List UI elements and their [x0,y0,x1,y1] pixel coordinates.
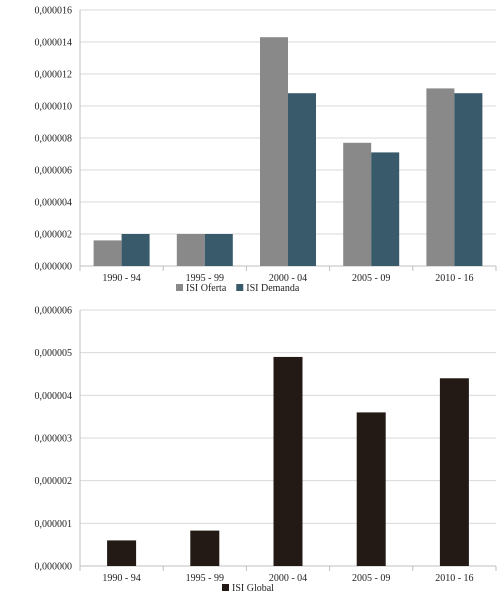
bar-isi-demanda [454,93,483,266]
y-tick-label: 0,000012 [35,70,73,81]
y-tick-label: 0,000003 [35,434,73,445]
y-tick-label: 0,000006 [35,166,73,177]
x-tick-label: 1995 - 99 [186,573,224,584]
legend-label: ISI Demanda [246,283,300,294]
legend-label: ISI Global [232,583,274,594]
bar-isi-demanda [371,152,400,266]
x-tick-label: 1990 - 94 [102,273,140,284]
x-tick-label: 2000 - 04 [269,273,307,284]
x-tick-label: 2005 - 09 [352,273,390,284]
y-tick-label: 0,000010 [35,102,73,113]
x-tick-label: 2010 - 16 [435,573,473,584]
y-tick-label: 0,000006 [35,306,73,317]
y-tick-label: 0,000004 [35,391,73,402]
bar-isi-global [439,378,469,566]
legend-swatch [222,584,229,591]
bar-isi-oferta [260,37,288,267]
chart-isi-oferta-demanda: 0,000000 0,000002 0,000004 0,000006 0,000008… [35,6,497,294]
y-tick-label: 0,000001 [35,519,73,530]
bar-isi-global [356,412,386,566]
bar-isi-global [273,356,303,566]
legend-label: ISI Oferta [186,283,227,294]
y-tick-label: 0,000005 [35,348,73,359]
y-tick-label: 0,000008 [35,134,73,145]
bar-isi-oferta [176,234,205,266]
y-tick-label: 0,000016 [35,6,73,17]
x-tick-label: 2005 - 09 [352,573,390,584]
x-tick-label: 1995 - 99 [186,273,224,284]
bar-isi-demanda [121,234,150,266]
bar-isi-global [190,530,220,566]
bar-isi-oferta [343,142,372,266]
y-tick-label: 0,000002 [35,230,73,241]
y-tick-label: 0,000014 [35,38,73,49]
chart-isi-global: 0,000000 0,000001 0,000002 0,000003 0,000004… [35,306,497,594]
x-tick-label: 2000 - 04 [269,573,307,584]
bar-isi-global [107,540,137,566]
x-tick-label: 2010 - 16 [435,273,473,284]
bar-isi-demanda [204,234,233,266]
y-tick-label: 0,000000 [35,262,73,273]
bar-isi-oferta [93,240,122,266]
bar-isi-oferta [426,88,455,267]
y-tick-label: 0,000002 [35,476,73,487]
y-tick-label: 0,000000 [35,562,73,573]
x-tick-label: 1990 - 94 [102,573,140,584]
bar-isi-demanda [288,93,316,266]
legend-swatch [236,284,244,291]
legend-swatch [176,284,183,291]
y-tick-label: 0,000004 [35,198,73,209]
